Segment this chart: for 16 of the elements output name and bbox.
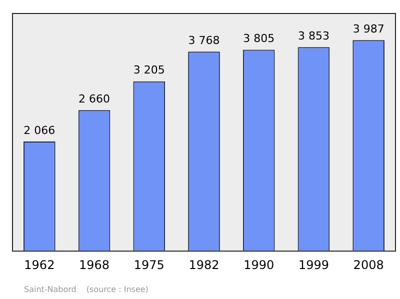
text: (source : Insee) — [86, 285, 148, 294]
x-tick-label: 1968 — [79, 258, 110, 272]
text: Saint-Nabord — [24, 285, 76, 294]
data-label: 3 205 — [133, 64, 165, 77]
x-tick-label: 1999 — [298, 258, 329, 272]
data-label: 2 066 — [24, 124, 56, 137]
x-tick-label: 1962 — [24, 258, 55, 272]
data-label: 3 987 — [352, 22, 384, 36]
data-label: 3 768 — [188, 34, 220, 48]
x-tick-label: 2008 — [353, 258, 384, 272]
x-tick-label: 1982 — [188, 258, 220, 272]
data-label: 3 853 — [298, 30, 330, 43]
x-tick-label: 1990 — [244, 258, 274, 272]
data-label: 3 805 — [243, 32, 275, 46]
x-tick-label: 1975 — [134, 258, 164, 272]
data-label: 2 660 — [78, 92, 110, 106]
